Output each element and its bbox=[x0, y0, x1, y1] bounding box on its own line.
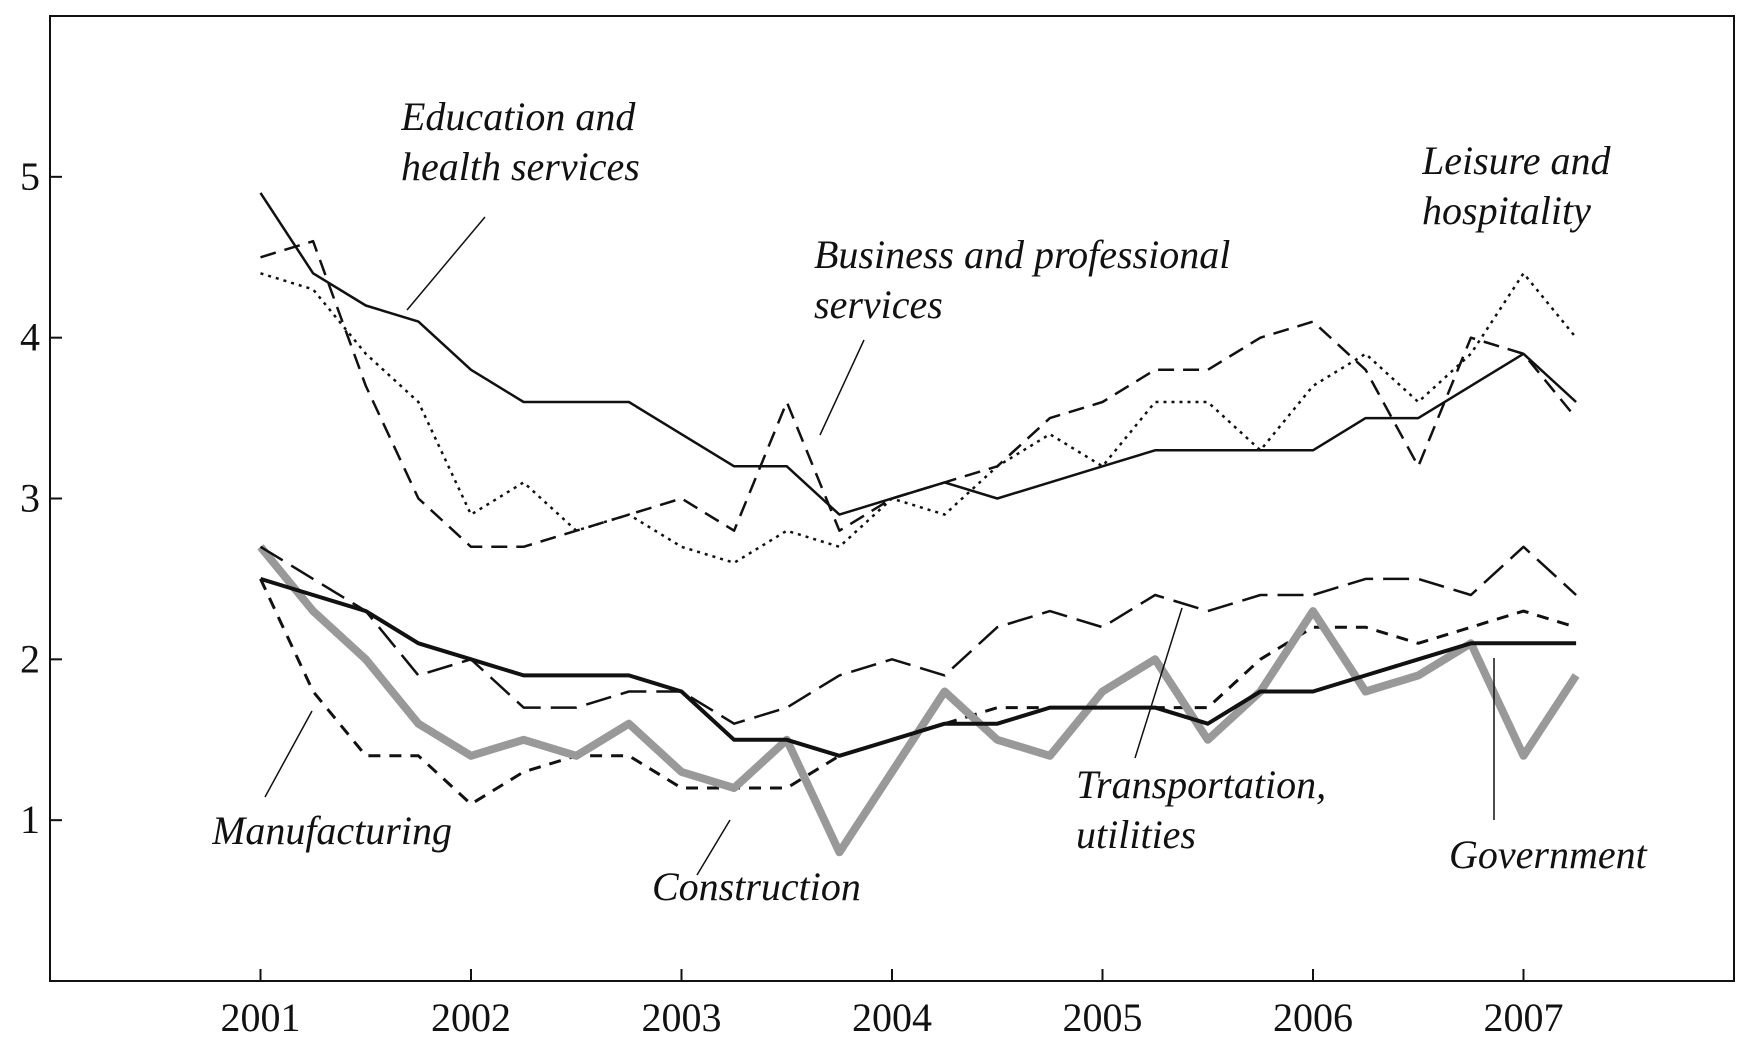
series-label: Transportation, utilities bbox=[1076, 762, 1327, 857]
series-label-box: Construction bbox=[652, 864, 861, 909]
y-tick-label: 4 bbox=[20, 315, 40, 360]
y-tick-label: 2 bbox=[20, 636, 40, 681]
series-label-box: Leisure and hospitality bbox=[1422, 138, 1611, 233]
x-tick-label: 2005 bbox=[1063, 995, 1143, 1040]
series-line bbox=[259, 545, 1577, 725]
x-tick-label: 2002 bbox=[431, 995, 511, 1040]
series-line bbox=[260, 239, 1578, 549]
y-tick-label: 3 bbox=[20, 476, 40, 521]
x-tick-label: 2006 bbox=[1273, 995, 1353, 1040]
series-label-box: Manufacturing bbox=[212, 808, 452, 853]
leader-line bbox=[819, 339, 865, 436]
leader-line bbox=[1134, 607, 1183, 759]
x-tick-label: 2003 bbox=[642, 995, 722, 1040]
y-tick-label: 5 bbox=[20, 154, 40, 199]
leader-line bbox=[696, 819, 731, 876]
leader-line bbox=[264, 710, 313, 798]
series-line bbox=[260, 272, 1578, 565]
x-tick-label: 2004 bbox=[852, 995, 932, 1040]
series-label: Education and health services bbox=[401, 94, 640, 189]
series-line bbox=[259, 576, 1577, 758]
leader-line bbox=[406, 216, 486, 311]
series-label-box: Business and professional services bbox=[814, 232, 1231, 327]
series-label: Business and professional services bbox=[814, 232, 1231, 327]
series-label: Government bbox=[1449, 832, 1647, 877]
series-label-box: Education and health services bbox=[401, 94, 640, 189]
x-tick-label: 2001 bbox=[221, 995, 301, 1040]
series-label-box: Government bbox=[1449, 832, 1647, 877]
y-tick-label: 1 bbox=[20, 797, 40, 842]
series-line bbox=[259, 578, 1577, 806]
series-label: Construction bbox=[652, 864, 861, 909]
series-label: Leisure and hospitality bbox=[1422, 138, 1611, 233]
series-label: Manufacturing bbox=[212, 808, 452, 853]
series-label-box: Transportation, utilities bbox=[1076, 762, 1327, 857]
x-tick-label: 2007 bbox=[1484, 995, 1564, 1040]
